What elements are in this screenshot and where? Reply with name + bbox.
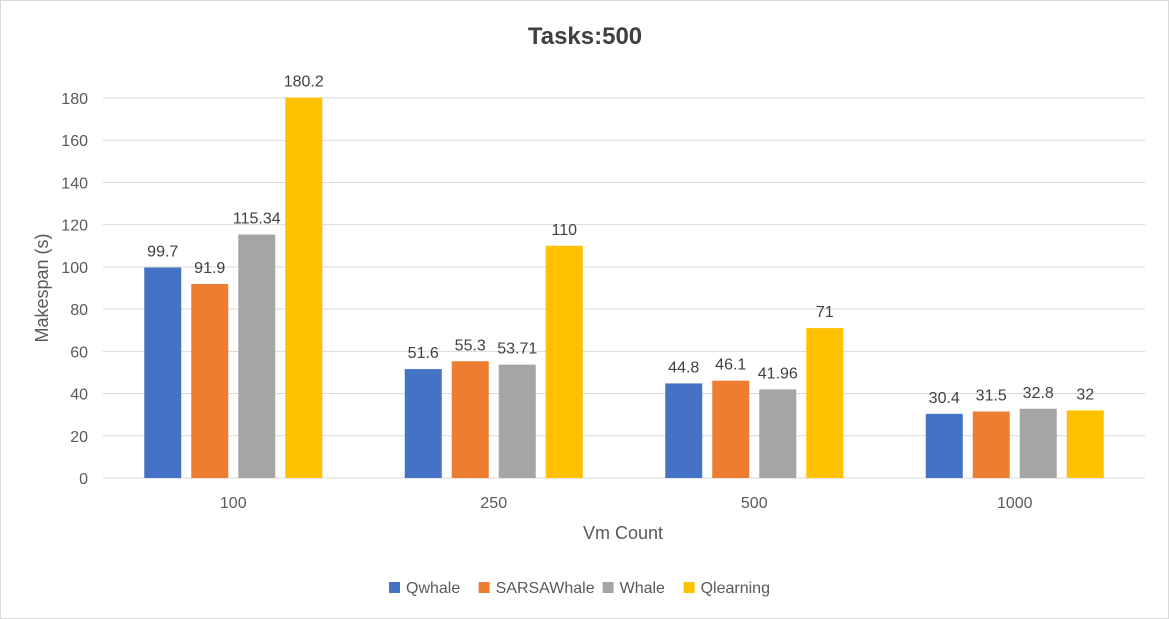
legend-swatch-sarsawhale xyxy=(478,582,490,593)
data-label-qwhale-250: 51.6 xyxy=(408,345,439,362)
data-label-whale-1000: 32.8 xyxy=(1023,385,1054,402)
data-label-qwhale-500: 44.8 xyxy=(668,359,699,376)
legend-swatch-qwhale xyxy=(389,582,400,593)
data-labels: 99.7 91.9 115.34 180.2 51.6 55.3 53.71 110 44.8 4… xyxy=(147,74,1094,407)
bar-whale-500 xyxy=(759,389,797,478)
y-axis-label: Makespan (s) xyxy=(32,233,52,342)
data-label-sarsawhale-500: 46.1 xyxy=(715,357,746,374)
data-label-qlearning-1000: 32 xyxy=(1076,386,1094,403)
legend-label-qlearning: Qlearning xyxy=(701,580,770,597)
bar-qlearning-1000 xyxy=(1066,410,1104,478)
bar-qwhale-100 xyxy=(144,267,182,478)
legend-label-whale: Whale xyxy=(620,580,665,597)
bar-qwhale-1000 xyxy=(925,413,963,478)
bars xyxy=(144,97,1104,479)
x-axis-label: Vm Count xyxy=(583,523,663,543)
legend-label-sarsawhale: SARSAWhale xyxy=(496,580,595,597)
gridlines xyxy=(103,97,1145,479)
data-label-qlearning-250: 110 xyxy=(551,222,577,239)
bar-sarsawhale-1000 xyxy=(972,411,1010,478)
bar-sarsawhale-100 xyxy=(191,283,229,478)
data-label-qlearning-500: 71 xyxy=(816,304,834,321)
bar-qlearning-100 xyxy=(285,97,323,479)
y-tick-160: 160 xyxy=(61,133,88,150)
data-label-qwhale-1000: 30.4 xyxy=(929,390,960,407)
bar-qlearning-250 xyxy=(545,245,583,478)
bar-whale-1000 xyxy=(1019,408,1057,478)
y-tick-80: 80 xyxy=(70,302,88,319)
y-tick-40: 40 xyxy=(70,387,88,404)
legend-swatch-qlearning xyxy=(683,582,695,593)
y-tick-0: 0 xyxy=(79,471,88,488)
chart-title: Tasks:500 xyxy=(528,23,642,50)
y-tick-20: 20 xyxy=(70,429,88,446)
data-label-sarsawhale-250: 55.3 xyxy=(455,337,486,354)
data-label-whale-100: 115.34 xyxy=(233,211,281,228)
legend-swatch-whale xyxy=(602,582,614,593)
legend-label-qwhale: Qwhale xyxy=(406,580,460,597)
data-label-qwhale-100: 99.7 xyxy=(147,244,178,261)
x-axis-ticks: 100 250 500 1000 xyxy=(220,495,1033,512)
y-tick-140: 140 xyxy=(61,175,88,192)
y-tick-180: 180 xyxy=(61,91,88,108)
bar-qlearning-500 xyxy=(806,328,844,478)
legend: Qwhale SARSAWhale Whale Qlearning xyxy=(389,580,770,597)
bar-sarsawhale-250 xyxy=(451,361,489,478)
x-tick-100: 100 xyxy=(220,495,247,512)
data-label-qlearning-100: 180.2 xyxy=(284,74,324,91)
y-tick-60: 60 xyxy=(70,344,88,361)
x-tick-1000: 1000 xyxy=(997,495,1033,512)
x-tick-500: 500 xyxy=(741,495,768,512)
y-axis-ticks: 0 20 40 60 80 100 120 140 160 180 xyxy=(61,91,88,488)
data-label-whale-500: 41.96 xyxy=(758,365,798,382)
bar-qwhale-250 xyxy=(404,369,442,478)
y-tick-100: 100 xyxy=(61,260,88,277)
data-label-sarsawhale-1000: 31.5 xyxy=(976,388,1007,405)
data-label-whale-250: 53.71 xyxy=(497,341,537,358)
y-tick-120: 120 xyxy=(61,218,88,235)
data-label-sarsawhale-100: 91.9 xyxy=(194,260,225,277)
bar-qwhale-500 xyxy=(665,383,703,478)
bar-whale-250 xyxy=(498,364,536,478)
x-tick-250: 250 xyxy=(480,495,507,512)
bar-whale-100 xyxy=(238,234,276,478)
bar-sarsawhale-500 xyxy=(712,380,750,478)
